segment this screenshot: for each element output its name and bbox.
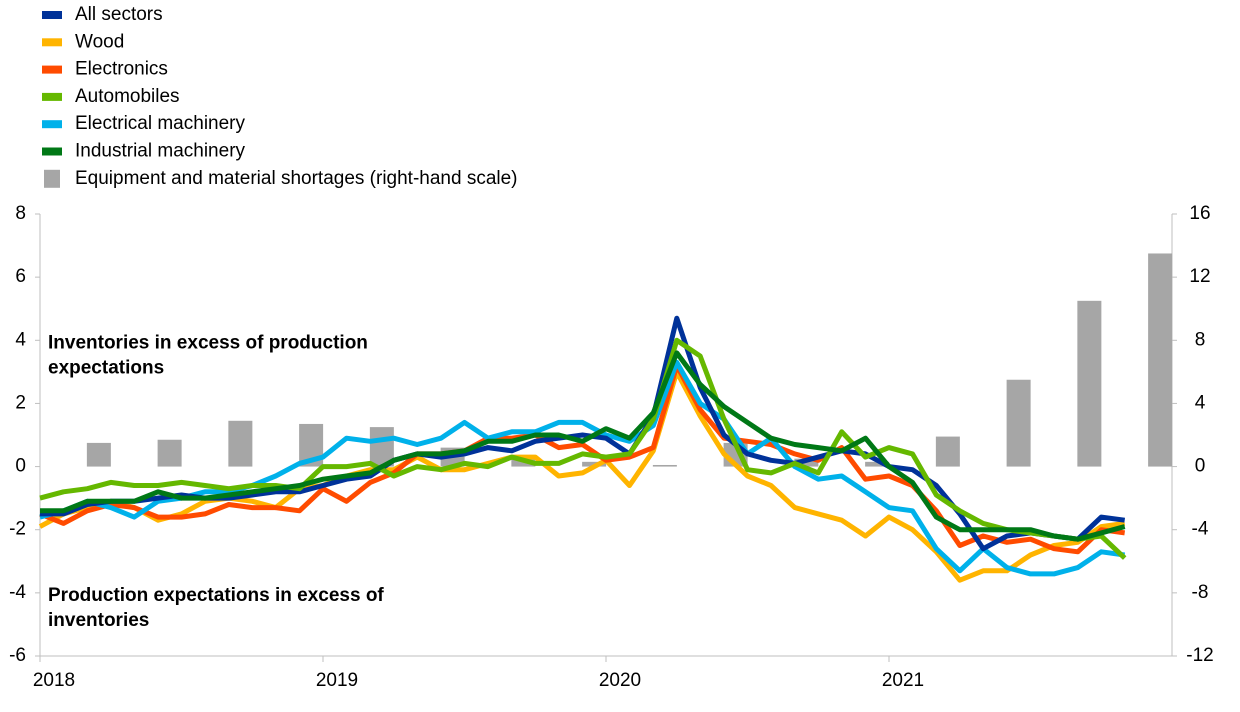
bar bbox=[228, 420, 253, 467]
x-tick-label: 2018 bbox=[33, 670, 75, 691]
annotation: expectations bbox=[48, 357, 164, 378]
y-tick-label: 4 bbox=[15, 329, 26, 350]
y2-tick-label: -4 bbox=[1192, 519, 1209, 540]
bar bbox=[1077, 300, 1102, 467]
legend-swatch bbox=[42, 11, 62, 19]
line bbox=[38, 369, 1126, 583]
y-tick-label: -6 bbox=[9, 645, 26, 666]
y2-tick-label: -12 bbox=[1186, 645, 1213, 666]
y-tick-label: -4 bbox=[9, 582, 26, 603]
y2-tick-label: -8 bbox=[1192, 582, 1209, 603]
annotation: Inventories in excess of production bbox=[48, 332, 368, 353]
legend-label: Equipment and material shortages (right-… bbox=[75, 168, 518, 189]
bar bbox=[865, 461, 890, 467]
bar bbox=[1006, 379, 1031, 467]
bar bbox=[652, 464, 677, 467]
y2-tick-label: 4 bbox=[1195, 392, 1206, 413]
legend-swatch bbox=[42, 92, 62, 101]
bar bbox=[157, 439, 182, 467]
line bbox=[40, 350, 1126, 542]
legend-swatch bbox=[42, 120, 62, 129]
legend-label: Automobiles bbox=[75, 86, 180, 107]
legend-swatch bbox=[42, 65, 62, 74]
annotation: inventories bbox=[48, 610, 149, 631]
y2-tick-label: 16 bbox=[1189, 203, 1210, 224]
line bbox=[39, 337, 1127, 560]
y-tick-label: 6 bbox=[15, 266, 26, 287]
y-tick-label: -2 bbox=[9, 519, 26, 540]
legend-swatch bbox=[44, 169, 60, 188]
y-tick-label: 2 bbox=[15, 392, 26, 413]
x-tick-label: 2021 bbox=[882, 670, 924, 691]
y2-tick-label: 12 bbox=[1189, 266, 1210, 287]
x-tick-label: 2020 bbox=[599, 670, 641, 691]
annotation: Production expectations in excess of bbox=[48, 585, 384, 606]
line bbox=[39, 363, 1126, 555]
y2-tick-label: 8 bbox=[1195, 329, 1206, 350]
x-tick-label: 2019 bbox=[316, 670, 358, 691]
legend-label: Electrical machinery bbox=[75, 113, 245, 134]
y-tick-label: 0 bbox=[15, 456, 26, 477]
legend-label: All sectors bbox=[75, 4, 163, 25]
bar bbox=[86, 442, 111, 467]
bar bbox=[1148, 253, 1173, 467]
legend-label: Electronics bbox=[75, 59, 168, 80]
legend-swatch bbox=[42, 38, 62, 47]
legend-label: Wood bbox=[75, 31, 124, 52]
y-tick-label: 8 bbox=[15, 203, 26, 224]
legend-swatch bbox=[42, 147, 62, 156]
y2-tick-label: 0 bbox=[1195, 456, 1206, 477]
bar bbox=[935, 436, 960, 467]
line bbox=[39, 359, 1126, 577]
legend-label: Industrial machinery bbox=[75, 141, 246, 162]
